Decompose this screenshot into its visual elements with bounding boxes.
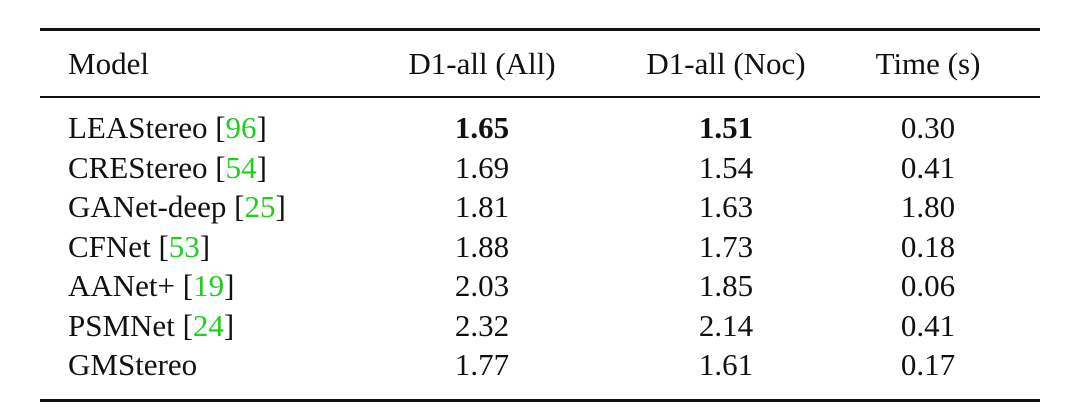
value-cell: 1.61 [698, 347, 754, 382]
value-cell: 1.77 [454, 347, 510, 382]
value-cell: 1.80 [900, 189, 956, 224]
citation-bracket: ] [275, 189, 286, 224]
value-cell: 1.51 [698, 110, 754, 145]
header-rule [40, 96, 1040, 98]
model-cell: CFNet [53] [68, 228, 210, 266]
model-name: AANet+ [68, 268, 183, 303]
model-cell: LEAStereo [96] [68, 109, 267, 147]
citation-ref: 54 [225, 149, 257, 185]
model-cell: GMStereo [68, 346, 197, 384]
citation-bracket: [ [182, 268, 194, 303]
column-header: Model [68, 46, 149, 81]
value-cell: 1.85 [698, 268, 754, 303]
value-cell: 2.14 [698, 307, 754, 343]
value-cell: 0.18 [900, 228, 956, 264]
citation-bracket: ] [256, 149, 267, 185]
model-name: GMStereo [68, 347, 198, 382]
citation-ref: 53 [168, 228, 200, 264]
model-name: LEAStereo [68, 110, 216, 145]
citation-bracket: ] [224, 268, 235, 303]
top-rule [40, 28, 1040, 31]
value-cell: 0.06 [900, 268, 956, 303]
value-cell: 1.54 [698, 149, 754, 185]
column-header: D1-all (Noc) [646, 46, 806, 81]
model-cell: GANet-deep [25] [68, 188, 286, 226]
value-cell: 1.63 [698, 189, 754, 224]
value-cell: 0.41 [900, 307, 956, 343]
model-name: CFNet [68, 228, 159, 264]
value-cell: 1.73 [698, 228, 754, 264]
model-name: PSMNet [68, 307, 183, 343]
value-cell: 0.17 [900, 347, 956, 382]
model-name: CREStereo [68, 149, 216, 185]
value-cell: 2.32 [454, 307, 510, 343]
citation-ref: 24 [192, 307, 224, 343]
model-name: GANet-deep [68, 189, 235, 224]
citation-bracket: [ [215, 149, 226, 185]
citation-bracket: [ [234, 189, 245, 224]
model-cell: PSMNet [24] [68, 307, 234, 345]
value-cell: 1.81 [454, 189, 510, 224]
value-cell: 0.30 [900, 110, 956, 145]
citation-bracket: [ [215, 110, 226, 145]
value-cell: 2.03 [454, 268, 510, 303]
citation-ref: 96 [225, 110, 257, 145]
value-cell: 1.65 [454, 110, 510, 145]
model-cell: AANet+ [19] [68, 267, 234, 305]
citation-ref: 25 [244, 189, 276, 224]
bottom-rule [40, 399, 1040, 402]
citation-bracket: ] [256, 110, 267, 145]
citation-bracket: [ [182, 307, 193, 343]
value-cell: 1.69 [454, 149, 510, 185]
model-cell: CREStereo [54] [68, 149, 267, 187]
citation-bracket: ] [223, 307, 235, 343]
value-cell: 0.41 [900, 149, 956, 185]
citation-bracket: [ [158, 228, 169, 264]
column-header: D1-all (All) [408, 46, 556, 81]
citation-ref: 19 [193, 268, 225, 303]
value-cell: 1.88 [454, 228, 510, 264]
citation-bracket: ] [199, 228, 211, 264]
column-header: Time (s) [875, 46, 981, 81]
